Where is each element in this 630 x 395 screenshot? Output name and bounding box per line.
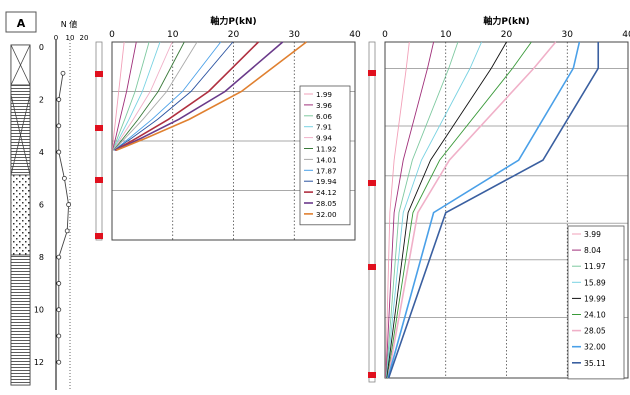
x-tick-label: 0 [109,30,115,40]
n-value-point [62,175,67,181]
load-step-line [112,41,173,151]
legend-label: 24.12 [316,188,337,197]
pile-marker [95,233,103,239]
legend-label: 17.87 [316,166,337,175]
load-step-line [113,41,198,151]
load-step-line [386,41,532,379]
pile-marker [95,125,103,131]
x-tick-label: 20 [228,30,240,40]
n-value-profile-line [58,73,70,363]
legend-label: 11.92 [316,145,337,154]
load-step-line [113,41,222,151]
legend-label: 19.99 [584,294,606,303]
pile-marker [368,372,376,378]
legend-label: 32.00 [316,210,337,219]
legend-label: 15.89 [584,278,606,287]
legend-label: 11.97 [584,262,606,271]
n-value-point [56,359,62,365]
n-value-point [56,123,62,129]
load-step-line [112,41,150,151]
load-step-line [387,41,557,379]
legend-label: 28.05 [316,199,337,208]
n-tick-label: 0 [54,34,58,42]
load-step-line [385,41,459,379]
x-tick-label: 40 [349,30,361,40]
pile-strip-1 [95,41,103,241]
n-value-title: N 値 [61,19,78,29]
n-value-point [56,281,62,286]
depth-tick-label: 12 [34,358,44,367]
n-value-point [56,254,62,260]
n-value-point [66,202,71,208]
pile-marker [368,264,376,270]
pile-marker [95,177,103,183]
x-tick-label: 40 [622,30,630,40]
x-tick-label: 10 [167,30,179,40]
load-step-line [385,41,435,379]
n-value-point [60,70,66,76]
legend-box [567,225,625,380]
depth-tick-label: 8 [39,253,44,262]
axial-force-chart-2: 0 10 20 30 40 軸力P(kN) 3.99 8.04 11.97 15.89 19.99 2… [382,15,630,380]
n-value-point [56,333,62,339]
load-step-line [115,41,284,152]
pile-marker [368,180,376,186]
legend-label: 35.11 [584,359,606,368]
n-tick-label: 20 [80,34,89,42]
depth-tick-label: 2 [39,96,44,105]
legend-label: 24.10 [584,311,606,320]
pile-marker [368,70,376,76]
n-value-point [64,228,70,234]
boring-label-box: A [5,11,37,33]
chart-title: 軸力P(kN) [483,15,529,27]
x-tick-label: 10 [440,30,452,40]
load-step-line [387,42,600,379]
load-step-line [115,41,307,152]
pile-marker [95,71,103,77]
legend-label: 32.00 [584,343,606,352]
n-tick-label: 10 [66,34,75,42]
pile-strip-2 [368,41,376,383]
load-step-line [112,41,137,151]
legend-label: 6.06 [316,112,332,121]
load-step-line [386,41,483,379]
depth-tick-label: 4 [39,148,44,157]
chart-title: 軸力P(kN) [210,15,256,27]
depth-tick-label: 10 [34,306,44,315]
legend-label: 9.94 [316,134,332,143]
soil-column [10,44,31,386]
x-tick-label: 30 [289,30,301,40]
legend-label: 28.05 [584,327,606,336]
load-step-line [387,41,581,379]
legend-label: 3.99 [584,230,601,239]
legend-label: 19.94 [316,177,337,186]
n-value-point [56,97,62,102]
legend-label: 1.99 [316,90,332,99]
axial-force-chart-1: 0 10 20 30 40 軸力P(kN) 1.99 3.96 6.06 7.91 9.94 11.9… [109,15,361,241]
legend-label: 7.91 [316,123,332,132]
x-tick-label: 20 [501,30,513,40]
legend-label: 14.01 [316,155,337,164]
depth-tick-label: 0 [39,43,44,52]
load-step-line [386,41,507,379]
n-value-point [56,307,62,313]
load-step-line [113,41,185,151]
legend-label: 3.96 [316,101,332,110]
n-value-point [56,149,62,155]
load-step-line [114,41,234,151]
load-step-line [111,41,125,151]
depth-tick-label: 6 [39,201,44,210]
legend-box [299,85,351,226]
legend-label: 8.04 [584,246,601,255]
boring-label: A [17,17,26,30]
x-tick-label: 30 [562,30,574,40]
load-step-line [112,41,161,151]
load-step-line [385,41,410,379]
n-value-panel: N 値 0 10 20 0 2 4 6 8 10 12 [34,19,89,390]
load-step-line [114,41,259,151]
x-tick-label: 0 [382,30,388,40]
